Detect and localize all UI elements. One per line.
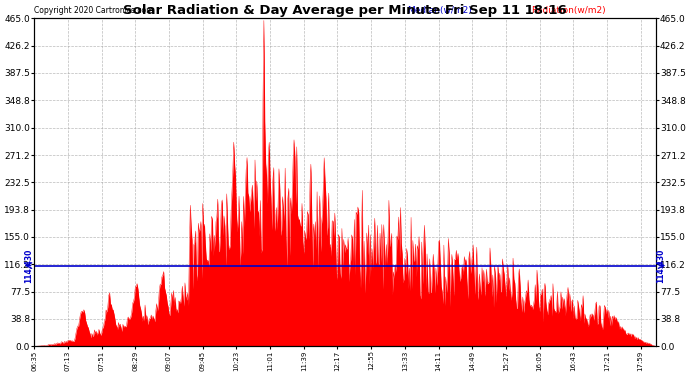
Text: Copyright 2020 Cartronics.com: Copyright 2020 Cartronics.com xyxy=(34,6,154,15)
Text: Median(w/m2): Median(w/m2) xyxy=(407,6,472,15)
Text: 114.430: 114.430 xyxy=(25,248,34,283)
Text: 114.430: 114.430 xyxy=(656,248,665,283)
Text: Radiation(w/m2): Radiation(w/m2) xyxy=(531,6,606,15)
Title: Solar Radiation & Day Average per Minute Fri Sep 11 18:16: Solar Radiation & Day Average per Minute… xyxy=(123,4,567,17)
